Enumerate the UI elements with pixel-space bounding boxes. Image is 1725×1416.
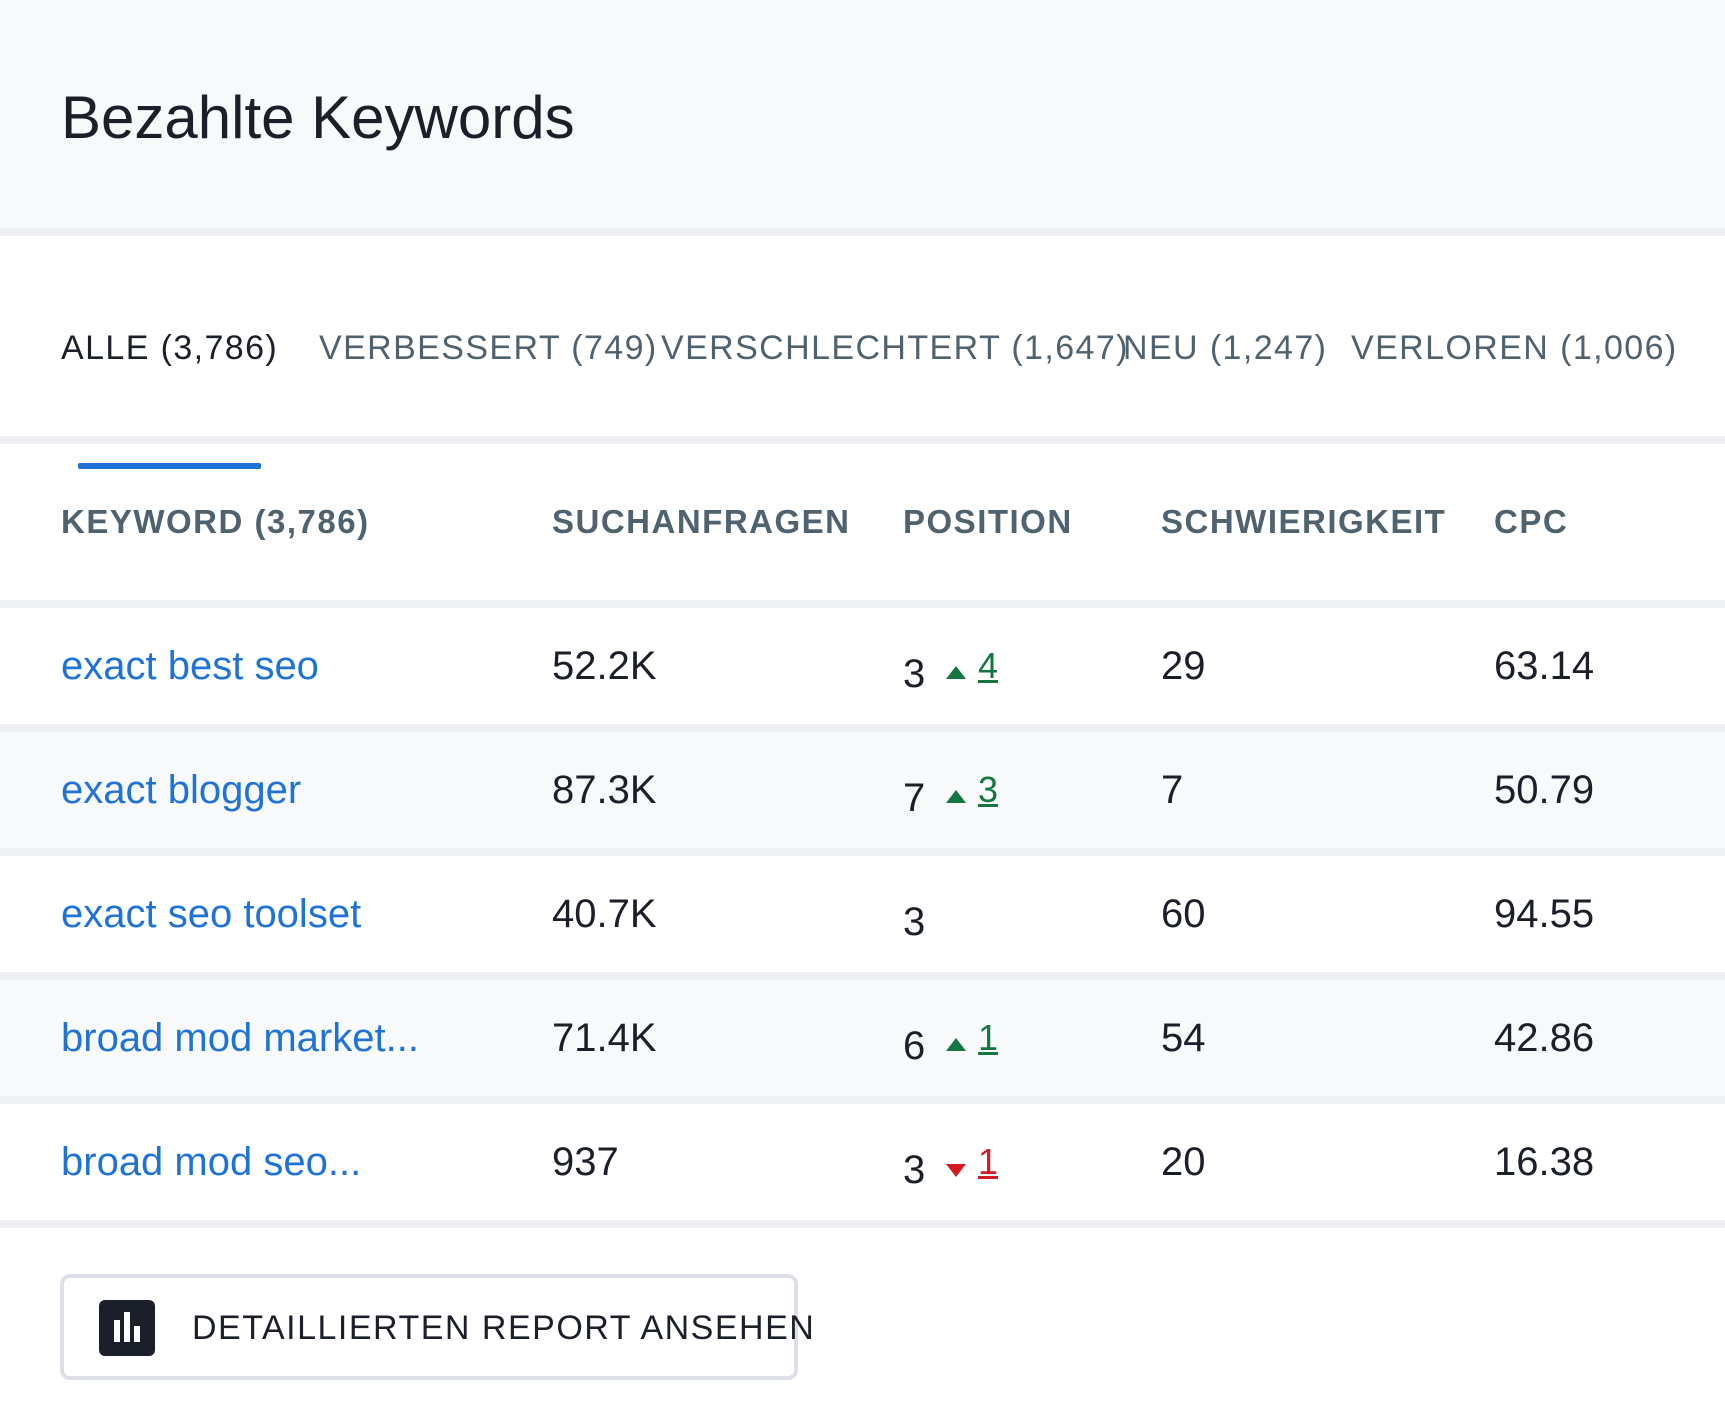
table-row: broad mod market... 71.4K 6 1 54 42.86 — [0, 980, 1725, 1096]
difficulty-value: 29 — [1161, 644, 1206, 688]
table-row: exact seo toolset 40.7K 3 60 94.55 — [0, 856, 1725, 972]
tab-label: ALLE (3,786) — [61, 329, 279, 367]
cpc-value: 50.79 — [1494, 768, 1595, 812]
tab-label: NEU (1,247) — [1123, 329, 1328, 367]
trend-up-icon — [946, 1038, 966, 1051]
difficulty-value: 60 — [1161, 892, 1206, 936]
position-cell: 3 1 — [903, 1134, 1043, 1192]
tab-alle[interactable]: ALLE (3,786) — [61, 316, 279, 469]
position-value: 3 — [903, 900, 926, 944]
divider — [0, 228, 1725, 236]
column-header-keyword[interactable]: KEYWORD (3,786) — [61, 503, 370, 540]
cpc-value: 63.14 — [1494, 644, 1595, 688]
view-detailed-report-button[interactable]: DETAILLIERTEN REPORT ANSEHEN — [60, 1274, 814, 1380]
column-header-suchanfragen[interactable]: SUCHANFRAGEN — [552, 503, 851, 540]
column-header-cpc[interactable]: CPC — [1494, 503, 1569, 540]
divider — [0, 600, 1725, 608]
column-header-position[interactable]: POSITION — [903, 503, 1073, 540]
column-header-schwierigkeit[interactable]: SCHWIERIGKEIT — [1161, 503, 1447, 540]
table-row: broad mod seo... 937 3 1 20 16.38 — [0, 1104, 1725, 1220]
active-tab-indicator — [78, 463, 261, 469]
filter-tabs: ALLE (3,786) VERBESSERT (749) VERSCHLECH… — [0, 236, 1725, 469]
search-volume: 71.4K — [552, 1016, 657, 1060]
bar-chart-icon — [99, 1300, 155, 1356]
trend-down-icon — [946, 1164, 966, 1177]
divider — [0, 436, 1725, 444]
difficulty-value: 20 — [1161, 1140, 1206, 1184]
trend-up-icon — [946, 790, 966, 803]
position-cell: 3 — [903, 886, 1043, 944]
search-volume: 87.3K — [552, 768, 657, 812]
trend-up-icon — [946, 666, 966, 679]
divider — [0, 972, 1725, 980]
table-row: exact blogger 87.3K 7 3 7 50.79 — [0, 732, 1725, 848]
difficulty-value: 7 — [1161, 768, 1184, 812]
cpc-value: 16.38 — [1494, 1140, 1595, 1184]
cpc-value: 94.55 — [1494, 892, 1595, 936]
divider — [0, 1096, 1725, 1104]
divider — [0, 724, 1725, 732]
search-volume: 937 — [552, 1140, 619, 1184]
position-cell: 7 3 — [903, 762, 1043, 820]
cpc-value: 42.86 — [1494, 1016, 1595, 1060]
keyword-link[interactable]: exact blogger — [61, 768, 302, 812]
report-button-label: DETAILLIERTEN REPORT ANSEHEN — [192, 1309, 816, 1347]
tab-verbessert[interactable]: VERBESSERT (749) — [319, 316, 658, 396]
widget-title: Bezahlte Keywords — [61, 84, 575, 151]
tab-label: VERSCHLECHTERT (1,647) — [661, 329, 1129, 367]
divider — [0, 1220, 1725, 1228]
tab-label: VERLOREN (1,006) — [1351, 329, 1678, 367]
difficulty-value: 54 — [1161, 1016, 1206, 1060]
table-row: exact best seo 52.2K 3 4 29 63.14 — [0, 608, 1725, 724]
position-cell: 6 1 — [903, 1010, 1043, 1068]
position-value: 3 — [903, 1148, 926, 1192]
tab-verschlechtert[interactable]: VERSCHLECHTERT (1,647) — [661, 316, 1129, 396]
widget-header: Bezahlte Keywords — [0, 0, 1725, 228]
divider — [0, 848, 1725, 856]
position-change[interactable]: 1 — [978, 1017, 999, 1058]
tab-neu[interactable]: NEU (1,247) — [1123, 316, 1327, 396]
position-value: 3 — [903, 652, 926, 696]
keyword-link[interactable]: broad mod market... — [61, 1016, 419, 1060]
search-volume: 52.2K — [552, 644, 657, 688]
keyword-link[interactable]: broad mod seo... — [61, 1140, 362, 1184]
keyword-link[interactable]: exact seo toolset — [61, 892, 362, 936]
search-volume: 40.7K — [552, 892, 657, 936]
position-value: 7 — [903, 776, 926, 820]
position-change[interactable]: 3 — [978, 769, 999, 810]
tab-verloren[interactable]: VERLOREN (1,006) — [1351, 316, 1678, 396]
tab-label: VERBESSERT (749) — [319, 329, 658, 367]
position-change[interactable]: 1 — [978, 1141, 999, 1182]
position-value: 6 — [903, 1024, 926, 1068]
position-change[interactable]: 4 — [978, 645, 999, 686]
keyword-link[interactable]: exact best seo — [61, 644, 319, 688]
table-header: KEYWORD (3,786) SUCHANFRAGEN POSITION SC… — [0, 444, 1725, 600]
position-cell: 3 4 — [903, 638, 1043, 696]
